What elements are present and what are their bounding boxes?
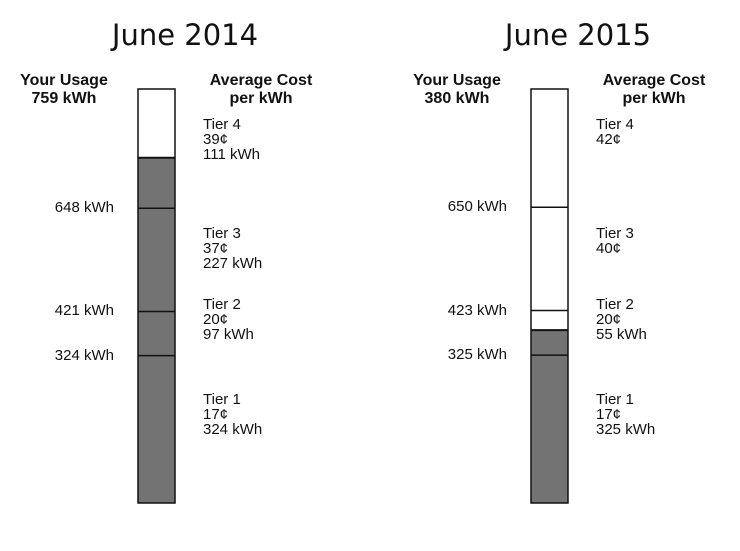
usage-value: 380 kWh <box>424 90 490 107</box>
chart-title: June 2014 <box>111 18 259 52</box>
tier-name: Tier 2 <box>203 296 241 314</box>
tier-amount: 97 kWh <box>203 326 254 344</box>
tier-amount: 325 kWh <box>596 420 656 438</box>
bar-outline <box>137 88 176 504</box>
cost-header-line2: per kWh <box>622 90 686 107</box>
cost-header: Average Cost per kWh <box>192 72 330 108</box>
tier-name: Tier 4 <box>203 116 241 134</box>
chart-panel-june-2015: June 2015 Your Usage 380 kWh Average Cos… <box>393 0 740 551</box>
cost-header: Average Cost per kWh <box>585 72 723 108</box>
threshold-label: 324 kWh <box>54 346 114 364</box>
usage-fill <box>531 330 568 503</box>
tier-price: 20¢ <box>596 311 622 329</box>
usage-header: Your Usage 759 kWh <box>8 72 120 108</box>
tier-amount: 55 kWh <box>596 326 647 344</box>
usage-value: 759 kWh <box>31 90 97 107</box>
cost-header-line1: Average Cost <box>209 72 313 89</box>
threshold-label: 650 kWh <box>447 198 507 216</box>
cost-header-line2: per kWh <box>229 90 293 107</box>
threshold-label: 648 kWh <box>54 199 114 217</box>
tier-name: Tier 2 <box>596 296 634 314</box>
tier-price: 37¢ <box>203 240 229 258</box>
tier-name: Tier 4 <box>596 116 634 134</box>
usage-bar-svg <box>137 88 176 504</box>
usage-header: Your Usage 380 kWh <box>401 72 513 108</box>
threshold-label: 423 kWh <box>447 301 507 319</box>
tier-price: 17¢ <box>203 405 229 423</box>
tier-name: Tier 1 <box>203 390 241 408</box>
usage-fill <box>138 157 175 503</box>
tier-price: 17¢ <box>596 405 622 423</box>
cost-header-line1: Average Cost <box>602 72 706 89</box>
bar-outline <box>530 88 569 504</box>
tier-name: Tier 3 <box>596 225 634 243</box>
threshold-label: 421 kWh <box>54 302 114 320</box>
tier-price: 42¢ <box>596 131 622 149</box>
tier-price: 20¢ <box>203 311 229 329</box>
chart-title: June 2015 <box>504 18 652 52</box>
tier-price: 40¢ <box>596 240 622 258</box>
chart-panel-june-2014: June 2014 Your Usage 759 kWh Average Cos… <box>8 18 330 504</box>
tier-amount: 111 kWh <box>203 146 260 164</box>
tier-price: 39¢ <box>203 131 229 149</box>
usage-bar-svg <box>530 88 569 504</box>
tier-amount: 227 kWh <box>203 255 263 273</box>
usage-header-label: Your Usage <box>413 72 501 89</box>
tier-name: Tier 1 <box>596 390 634 408</box>
tier-name: Tier 3 <box>203 225 241 243</box>
threshold-label: 325 kWh <box>447 346 507 364</box>
tier-amount: 324 kWh <box>203 420 263 438</box>
usage-header-label: Your Usage <box>20 72 108 89</box>
